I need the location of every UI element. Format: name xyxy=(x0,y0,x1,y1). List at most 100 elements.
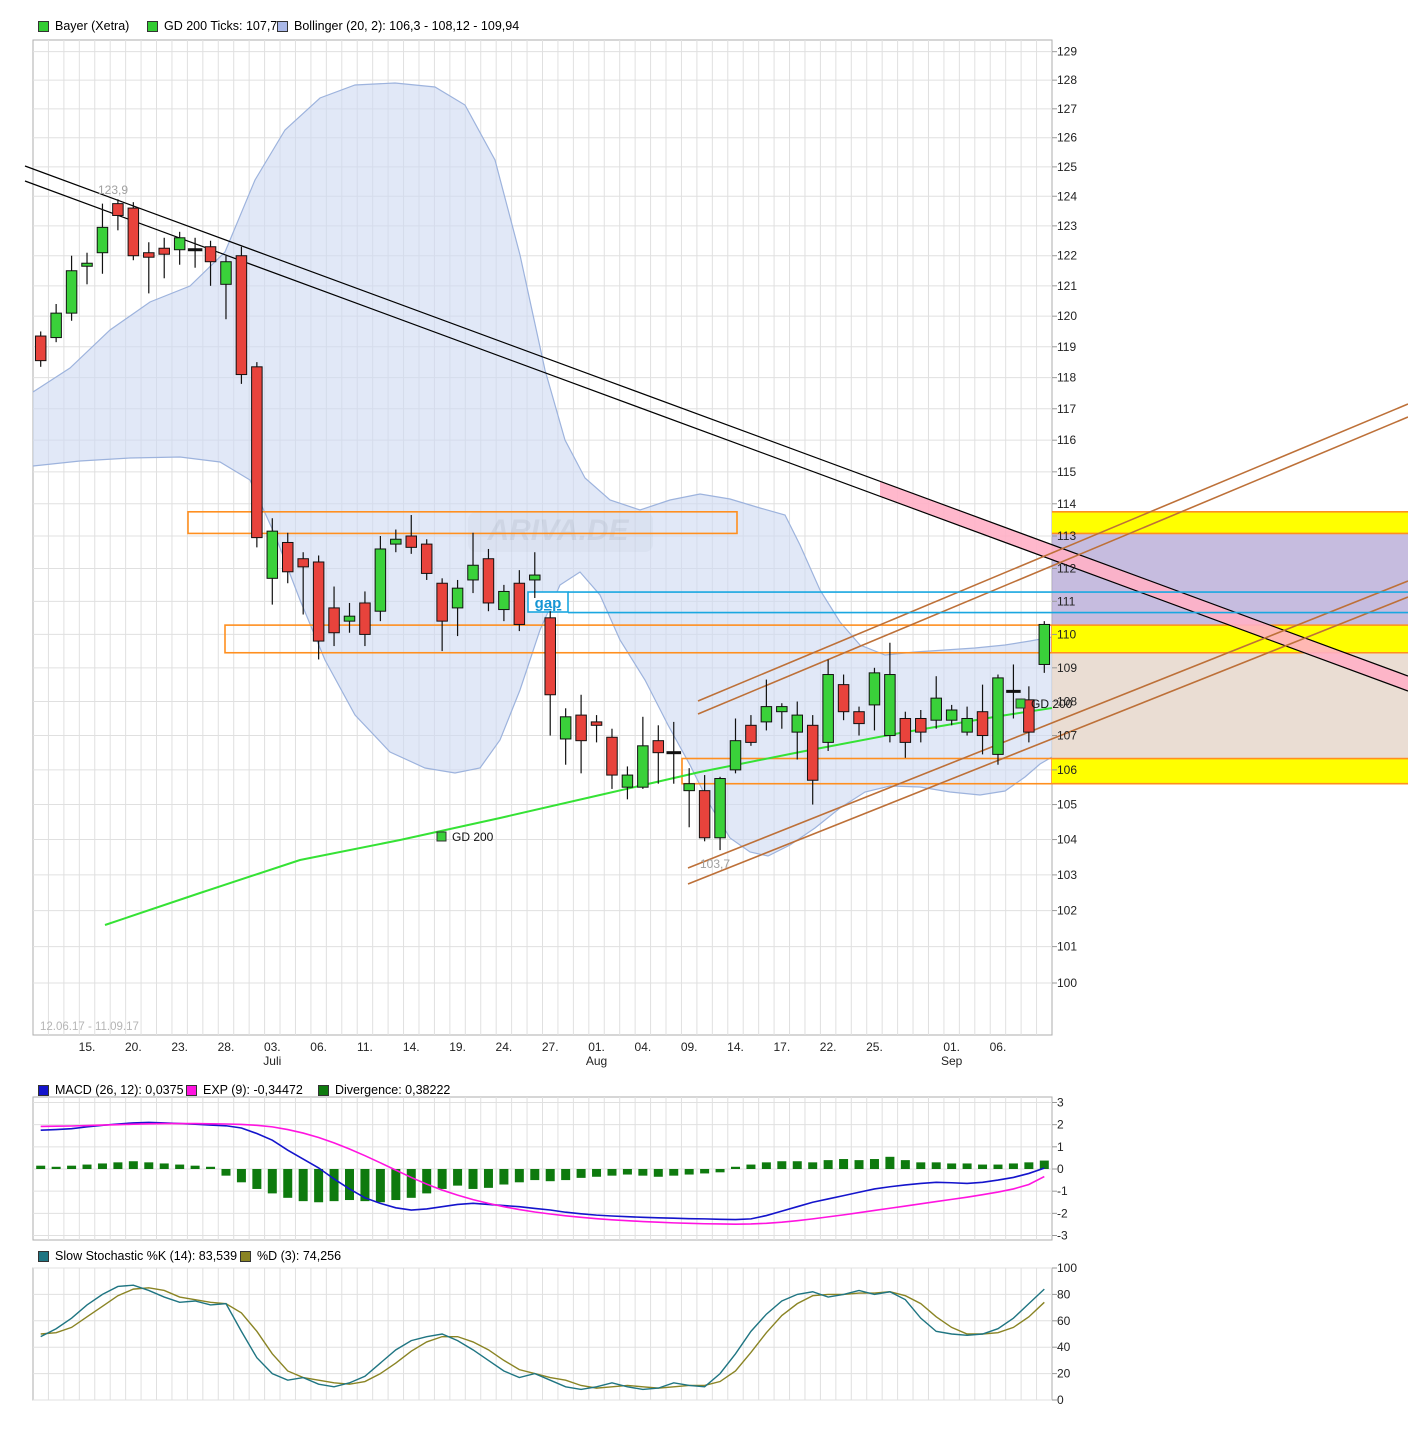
svg-text:107: 107 xyxy=(1057,729,1077,743)
svg-text:20.: 20. xyxy=(125,1040,142,1054)
legend-label: MACD (26, 12): 0,0375 xyxy=(55,1083,184,1097)
macd-panel: 3 2 1 0 -1 -2 -3 xyxy=(32,1095,1068,1243)
svg-text:Sep: Sep xyxy=(941,1054,963,1068)
svg-text:04.: 04. xyxy=(635,1040,652,1054)
stochastic-panel: 100 80 60 40 20 0 xyxy=(32,1261,1077,1407)
svg-text:117: 117 xyxy=(1057,402,1076,416)
svg-text:129: 129 xyxy=(1057,45,1077,59)
series-color-swatch xyxy=(186,1084,197,1096)
svg-text:17.: 17. xyxy=(773,1040,790,1054)
svg-text:40: 40 xyxy=(1057,1340,1071,1354)
svg-text:ARIVA.DE: ARIVA.DE xyxy=(486,514,629,547)
svg-text:103,7: 103,7 xyxy=(700,857,730,871)
svg-text:Aug: Aug xyxy=(586,1054,607,1068)
annotations-layer: 123,9 103,7 12.06.17 - 11.09.17 GD 200 GD 20… xyxy=(40,45,1077,1068)
svg-text:0: 0 xyxy=(1057,1393,1064,1407)
svg-text:2: 2 xyxy=(1057,1118,1064,1132)
svg-text:27.: 27. xyxy=(542,1040,559,1054)
svg-text:Juli: Juli xyxy=(263,1054,281,1068)
svg-text:116: 116 xyxy=(1057,433,1076,447)
svg-text:12.06.17 - 11.09.17: 12.06.17 - 11.09.17 xyxy=(40,1021,139,1033)
legend-item-stoch-k: Slow Stochastic %K (14): 83,539 xyxy=(38,1249,237,1263)
svg-text:22.: 22. xyxy=(820,1040,837,1054)
svg-text:gap: gap xyxy=(535,595,562,612)
svg-text:15.: 15. xyxy=(79,1040,96,1054)
svg-text:105: 105 xyxy=(1057,798,1077,812)
macd-signal-line xyxy=(40,1122,1045,1226)
macd-line xyxy=(40,1121,1045,1221)
svg-text:GD 200: GD 200 xyxy=(1031,697,1073,711)
legend-label: %D (3): 74,256 xyxy=(257,1249,342,1263)
svg-text:115: 115 xyxy=(1057,465,1076,479)
svg-text:127: 127 xyxy=(1057,102,1077,116)
svg-text:102: 102 xyxy=(1057,904,1077,918)
svg-text:25.: 25. xyxy=(866,1040,883,1054)
svg-text:119: 119 xyxy=(1057,340,1076,354)
svg-text:1: 1 xyxy=(1057,1140,1064,1154)
legend-item-stoch-d: %D (3): 74,256 xyxy=(240,1249,341,1263)
price-zone-bands xyxy=(1052,511,1408,785)
svg-text:03.: 03. xyxy=(264,1040,281,1054)
legend-label: Bayer (Xetra) xyxy=(55,19,130,33)
legend-label: Slow Stochastic %K (14): 83,539 xyxy=(55,1249,238,1263)
svg-text:112: 112 xyxy=(1057,562,1076,576)
legend-item-macd: MACD (26, 12): 0,0375 xyxy=(38,1083,184,1097)
main-chart-legend: Bayer (Xetra) GD 200 Ticks: 107,73 Bolli… xyxy=(0,19,1408,35)
candles-layer xyxy=(34,199,1051,851)
svg-text:122: 122 xyxy=(1057,249,1077,263)
legend-item-bollinger: Bollinger (20, 2): 106,3 - 108,12 - 109,… xyxy=(277,19,519,33)
legend-item-divergence: Divergence: 0,38222 xyxy=(318,1083,450,1097)
svg-text:124: 124 xyxy=(1057,189,1077,203)
svg-text:118: 118 xyxy=(1057,371,1076,385)
svg-text:-3: -3 xyxy=(1057,1229,1068,1243)
svg-text:19.: 19. xyxy=(449,1040,466,1054)
gap-marker: gap xyxy=(527,591,1408,614)
svg-text:60: 60 xyxy=(1057,1314,1071,1328)
svg-text:11.: 11. xyxy=(357,1040,373,1054)
svg-text:100: 100 xyxy=(1057,976,1077,990)
svg-text:0: 0 xyxy=(1057,1162,1064,1176)
svg-text:113: 113 xyxy=(1057,529,1076,543)
svg-text:123,9: 123,9 xyxy=(98,183,128,197)
svg-text:101: 101 xyxy=(1057,940,1077,954)
legend-label: Divergence: 0,38222 xyxy=(335,1083,451,1097)
svg-text:09.: 09. xyxy=(681,1040,698,1054)
legend-label: Bollinger (20, 2): 106,3 - 108,12 - 109,… xyxy=(294,19,520,33)
legend-item-gd200: GD 200 Ticks: 107,73 xyxy=(147,19,284,33)
series-color-swatch xyxy=(240,1250,251,1262)
svg-text:104: 104 xyxy=(1057,833,1077,847)
legend-label: GD 200 Ticks: 107,73 xyxy=(164,19,285,33)
series-color-swatch xyxy=(318,1084,329,1096)
series-color-swatch xyxy=(147,20,158,32)
uptrend-channel-lines xyxy=(687,403,1408,885)
svg-text:14.: 14. xyxy=(727,1040,744,1054)
macd-histogram xyxy=(36,1156,1049,1203)
svg-text:128: 128 xyxy=(1057,73,1077,87)
main-chart-layer: ARIVA.DE gap 123,9 103,7 12.06.17 - 11.09.17… xyxy=(24,39,1408,1068)
svg-text:20: 20 xyxy=(1057,1367,1071,1381)
legend-label: EXP (9): -0,34472 xyxy=(203,1083,303,1097)
series-color-swatch xyxy=(38,1084,49,1096)
legend-item-exp: EXP (9): -0,34472 xyxy=(186,1083,303,1097)
svg-text:103: 103 xyxy=(1057,868,1077,882)
series-color-swatch xyxy=(277,20,288,32)
svg-text:108: 108 xyxy=(1057,695,1077,709)
svg-text:23.: 23. xyxy=(171,1040,188,1054)
svg-text:14.: 14. xyxy=(403,1040,420,1054)
series-color-swatch xyxy=(38,1250,49,1262)
legend-item-bayer: Bayer (Xetra) xyxy=(38,19,129,33)
macd-legend: MACD (26, 12): 0,0375 EXP (9): -0,34472 … xyxy=(0,1083,1408,1099)
svg-text:100: 100 xyxy=(1057,1261,1077,1275)
svg-text:-2: -2 xyxy=(1057,1206,1068,1220)
svg-text:109: 109 xyxy=(1057,661,1077,675)
svg-text:06.: 06. xyxy=(310,1040,327,1054)
svg-text:06.: 06. xyxy=(990,1040,1007,1054)
svg-text:GD 200: GD 200 xyxy=(452,830,494,844)
watermark: ARIVA.DE xyxy=(468,512,653,552)
svg-text:01.: 01. xyxy=(943,1040,960,1054)
svg-text:126: 126 xyxy=(1057,131,1077,145)
svg-text:01.: 01. xyxy=(588,1040,605,1054)
downtrend-channel xyxy=(24,165,1408,692)
stochastic-d-line xyxy=(40,1287,1045,1389)
